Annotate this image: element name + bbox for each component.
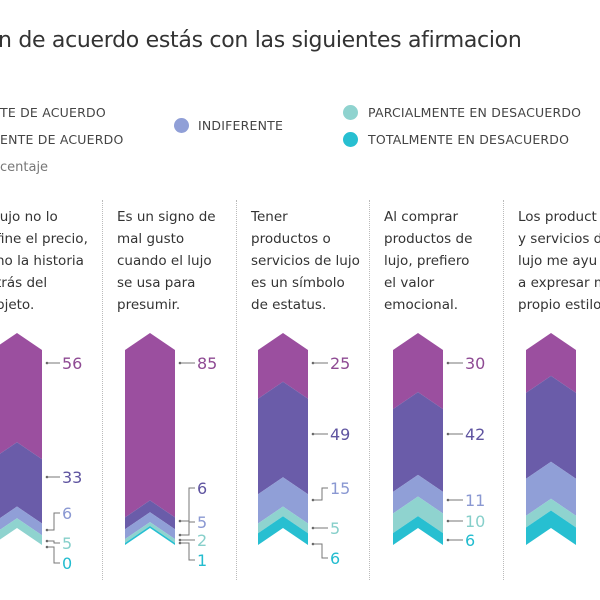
column-divider — [369, 200, 370, 580]
data-label: 0 — [62, 554, 72, 573]
leader-line — [180, 487, 195, 522]
legend-dot-parcialmente-en-desacuerdo — [343, 105, 358, 120]
leader-line — [47, 546, 60, 564]
data-label: 5 — [330, 519, 340, 538]
chevron-segment — [258, 516, 308, 545]
chevron-segment — [125, 522, 175, 544]
data-label: 25 — [330, 354, 350, 373]
chart-title: n de acuerdo estás con las siguientes af… — [0, 28, 522, 53]
chevron-segment — [526, 333, 576, 393]
data-label: 6 — [465, 531, 475, 550]
data-label: 33 — [62, 468, 82, 487]
column-divider — [503, 200, 504, 580]
chevron-segment — [258, 477, 308, 524]
data-label: 42 — [465, 425, 485, 444]
chevron-segment — [393, 516, 443, 545]
statement-2: Es un signo de mal gusto cuando el lujo … — [117, 209, 216, 313]
chevron-segment — [526, 498, 576, 528]
chevron-segment — [0, 506, 42, 536]
statement-5: Los product y servicios d lujo me ayu a … — [518, 209, 600, 313]
column-divider — [236, 200, 237, 580]
leader-line — [180, 521, 195, 536]
chevron-segment — [0, 333, 42, 460]
legend-indiferente: INDIFERENTE — [198, 118, 284, 133]
leader-line — [313, 543, 328, 559]
chevron-segment — [0, 518, 42, 545]
chevron-segment — [125, 333, 175, 518]
statement-3: Tener productos o servicios de lujo es u… — [251, 209, 360, 313]
chevron-segment — [125, 500, 175, 530]
data-label: 30 — [465, 354, 485, 373]
data-label: 15 — [330, 479, 350, 498]
unit-label: centaje — [0, 160, 49, 175]
legend-parcialmente-en-desacuerdo: PARCIALMENTE EN DESACUERDO — [368, 105, 582, 120]
chevron-segment — [393, 333, 443, 410]
data-label: 6 — [62, 504, 72, 523]
data-label: 5 — [62, 534, 72, 553]
data-label: 49 — [330, 425, 350, 444]
chevron-segment — [258, 333, 308, 399]
data-label: 2 — [197, 531, 207, 550]
data-label: 11 — [465, 491, 485, 510]
data-label: 5 — [197, 513, 207, 532]
legend-dot-totalmente-en-desacuerdo — [343, 132, 358, 147]
chevron-segment — [258, 381, 308, 495]
data-label: 85 — [197, 354, 217, 373]
data-label: 6 — [330, 549, 340, 568]
leader-line — [47, 540, 60, 544]
chevron-segment — [526, 375, 576, 479]
data-label: 10 — [465, 512, 485, 531]
chevron-segment — [258, 506, 308, 534]
data-label: 1 — [197, 551, 207, 570]
chevron-segment — [393, 496, 443, 534]
legend-dot-indiferente — [174, 118, 189, 133]
leader-line — [313, 487, 328, 501]
legend-totalmente-en-desacuerdo: TOTALMENTE EN DESACUERDO — [368, 132, 570, 147]
statement-1: lujo no lo fine el precio, no la histori… — [0, 209, 88, 313]
leader-line — [180, 542, 195, 561]
chevron-segment — [526, 510, 576, 545]
chevron-segment — [393, 392, 443, 492]
chevron-segment — [125, 512, 175, 540]
statement-4: Al comprar productos de lujo, prefiero e… — [384, 209, 473, 313]
legend-parcialmente-de-acuerdo: ENTE DE ACUERDO — [0, 132, 124, 147]
column-divider — [102, 200, 103, 580]
chevron-segment — [0, 442, 42, 524]
legend-totalmente-de-acuerdo: TE DE ACUERDO — [0, 105, 106, 120]
leader-line — [47, 512, 60, 531]
chevron-segment — [393, 474, 443, 514]
data-label: 6 — [197, 479, 207, 498]
data-label: 56 — [62, 354, 82, 373]
chevron-segment — [526, 461, 576, 516]
